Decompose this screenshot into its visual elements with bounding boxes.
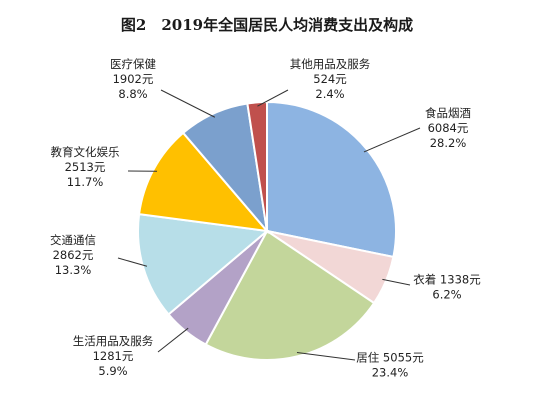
slice-label-3-line-2: 5.9% bbox=[98, 364, 127, 378]
leader-line-7 bbox=[257, 89, 289, 107]
slice-label-5-line-2: 11.7% bbox=[67, 175, 104, 189]
pie-slice-2 bbox=[204, 229, 376, 361]
leader-line-1 bbox=[382, 278, 411, 286]
slice-label-7-line-1: 524元 bbox=[313, 72, 347, 86]
slice-label-7-line-0: 其他用品及服务 bbox=[290, 57, 371, 71]
leader-line-3 bbox=[157, 327, 189, 353]
slice-label-4-line-0: 交通通信 bbox=[50, 233, 96, 247]
slice-label-4-line-2: 13.3% bbox=[55, 263, 92, 277]
leader-line-4 bbox=[117, 257, 148, 267]
slice-label-6-line-0: 医疗保健 bbox=[110, 57, 156, 71]
slice-label-6-line-2: 8.8% bbox=[118, 87, 147, 101]
slice-label-6-line-1: 1902元 bbox=[113, 72, 154, 86]
slice-label-4-line-1: 2862元 bbox=[53, 248, 94, 262]
leader-line-0 bbox=[363, 127, 421, 153]
pie-slice-4 bbox=[137, 212, 270, 316]
chart-title: 图2 2019年全国居民人均消费支出及构成 bbox=[120, 16, 414, 34]
leader-line-6 bbox=[160, 89, 216, 118]
slice-label-0-line-0: 食品烟酒 bbox=[425, 106, 471, 120]
slice-label-2-line-0: 居住 5055元 bbox=[356, 351, 424, 365]
slice-label-2-line-1: 23.4% bbox=[372, 366, 409, 380]
leader-line-2 bbox=[296, 351, 356, 361]
slice-label-3-line-0: 生活用品及服务 bbox=[73, 334, 154, 348]
slice-label-5-line-0: 教育文化娱乐 bbox=[51, 145, 120, 159]
slice-label-0-line-1: 6084元 bbox=[428, 121, 469, 135]
pie-slice-7 bbox=[246, 100, 268, 232]
slice-label-3-line-1: 1281元 bbox=[93, 349, 134, 363]
slice-label-1-line-0: 衣着 1338元 bbox=[413, 273, 481, 287]
pie-slice-5 bbox=[137, 131, 270, 233]
slice-label-1-line-1: 6.2% bbox=[432, 288, 461, 302]
slice-label-5-line-1: 2513元 bbox=[65, 160, 106, 174]
slice-label-7-line-2: 2.4% bbox=[315, 87, 344, 101]
slice-label-0-line-2: 28.2% bbox=[430, 136, 467, 150]
pie-slice-0 bbox=[266, 100, 397, 259]
